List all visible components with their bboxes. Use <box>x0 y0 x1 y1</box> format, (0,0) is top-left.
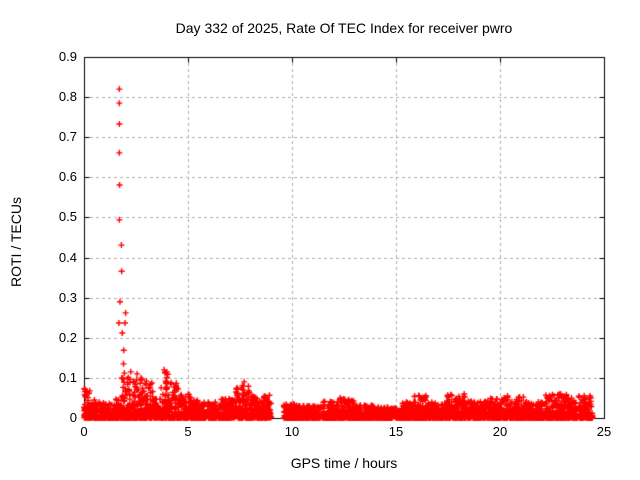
y-tick-label: 0.6 <box>58 169 77 185</box>
y-tick-label: 0.1 <box>58 369 77 385</box>
x-axis-label: GPS time / hours <box>290 455 398 471</box>
x-tick-label: 15 <box>388 424 404 439</box>
y-tick-label: 0.5 <box>58 209 77 225</box>
x-tick-label: 0 <box>80 424 88 439</box>
y-tick-label: 0.7 <box>58 129 77 145</box>
y-tick-label: 0 <box>69 410 77 425</box>
y-tick-label: 0.9 <box>58 49 77 64</box>
x-tick-label: 25 <box>596 424 612 439</box>
y-tick-label: 0.2 <box>58 329 77 345</box>
x-tick-label: 20 <box>492 424 508 439</box>
x-tick-label: 10 <box>284 424 300 439</box>
chart-title: Day 332 of 2025, Rate Of TEC Index for r… <box>175 20 513 36</box>
y-tick-label: 0.8 <box>58 89 77 105</box>
y-tick-label: 0.4 <box>58 249 77 265</box>
y-tick-label: 0.3 <box>58 289 77 305</box>
x-tick-label: 5 <box>184 424 192 439</box>
y-axis-label: ROTI / TECUs <box>8 197 24 287</box>
